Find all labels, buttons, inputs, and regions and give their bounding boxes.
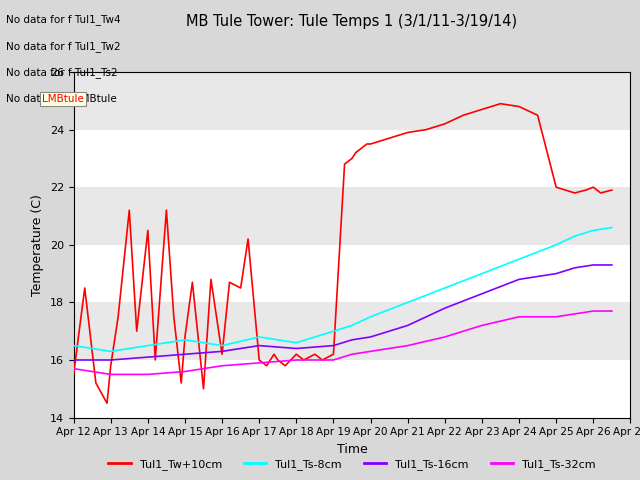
Legend: Tul1_Tw+10cm, Tul1_Ts-8cm, Tul1_Ts-16cm, Tul1_Ts-32cm: Tul1_Tw+10cm, Tul1_Ts-8cm, Tul1_Ts-16cm,… <box>104 455 600 474</box>
Bar <box>74 302 630 360</box>
Text: MB Tule Tower: Tule Temps 1 (3/1/11-3/19/14): MB Tule Tower: Tule Temps 1 (3/1/11-3/19… <box>186 14 518 29</box>
Text: LMBtule: LMBtule <box>42 94 83 104</box>
Bar <box>74 187 630 245</box>
Bar <box>74 72 630 130</box>
Bar <box>74 130 630 187</box>
Text: No data for f Tul1_Tw4: No data for f Tul1_Tw4 <box>6 14 121 25</box>
Text: No data for f Tul1_Ts2: No data for f Tul1_Ts2 <box>6 67 118 78</box>
X-axis label: Time: Time <box>337 443 367 456</box>
Bar <box>74 360 630 418</box>
Bar <box>74 245 630 302</box>
Text: No data for f Tul1_Tw2: No data for f Tul1_Tw2 <box>6 41 121 52</box>
Text: No data for f LMBtule: No data for f LMBtule <box>6 94 117 104</box>
Y-axis label: Temperature (C): Temperature (C) <box>31 194 44 296</box>
